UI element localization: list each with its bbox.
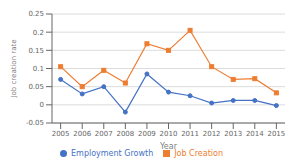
svg-text:-0.05: -0.05 (26, 119, 44, 127)
svg-text:2011: 2011 (181, 130, 199, 138)
svg-text:2015: 2015 (267, 130, 285, 138)
html-text:Job Creation: Job Creation (174, 149, 223, 158)
html-text:Employment Growth: Employment Growth (71, 149, 154, 158)
svg-text:2007: 2007 (95, 130, 113, 138)
svg-text:2009: 2009 (138, 130, 156, 138)
svg-text:0.25: 0.25 (28, 10, 44, 18)
svg-text:Year: Year (159, 142, 178, 151)
svg-text:2013: 2013 (224, 130, 242, 138)
svg-text:2010: 2010 (160, 130, 178, 138)
svg-text:0.2: 0.2 (33, 29, 44, 37)
svg-text:2014: 2014 (246, 130, 264, 138)
svg-text:2006: 2006 (73, 130, 91, 138)
svg-text:2008: 2008 (116, 130, 134, 138)
svg-text:2012: 2012 (203, 130, 221, 138)
svg-text:0: 0 (40, 101, 44, 109)
svg-text:0.1: 0.1 (33, 65, 44, 73)
svg-text:2005: 2005 (52, 130, 70, 138)
svg-text:0.15: 0.15 (28, 47, 44, 55)
svg-text:Job creation rate: Job creation rate (10, 39, 18, 98)
svg-text:0.05: 0.05 (28, 83, 44, 91)
